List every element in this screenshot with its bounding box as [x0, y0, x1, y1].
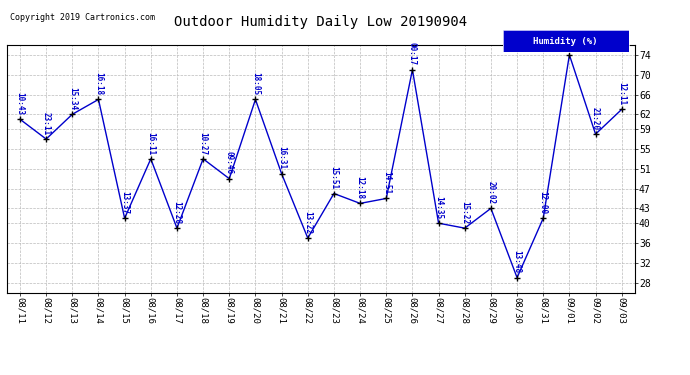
Text: 09:46: 09:46 [225, 152, 234, 174]
Text: 21:20: 21:20 [591, 107, 600, 130]
Text: 16:31: 16:31 [277, 146, 286, 170]
Text: 12:00: 12:00 [539, 191, 548, 214]
Text: 18:05: 18:05 [251, 72, 260, 95]
Text: 14:35: 14:35 [434, 196, 443, 219]
Text: 15:34: 15:34 [68, 87, 77, 110]
Text: 13:37: 13:37 [120, 191, 129, 214]
Text: 12:18: 12:18 [355, 176, 364, 199]
Text: 16:18: 16:18 [94, 72, 103, 95]
Text: 15:51: 15:51 [329, 166, 338, 189]
Text: 00:17: 00:17 [408, 42, 417, 66]
Text: 12:11: 12:11 [618, 82, 627, 105]
Text: 14:51: 14:51 [382, 171, 391, 194]
Text: 10:43: 10:43 [15, 92, 24, 115]
Text: 10:27: 10:27 [199, 132, 208, 154]
Text: 13:22: 13:22 [304, 211, 313, 234]
Text: 15:22: 15:22 [460, 201, 469, 224]
Text: Copyright 2019 Cartronics.com: Copyright 2019 Cartronics.com [10, 13, 155, 22]
Text: 13:48: 13:48 [513, 251, 522, 273]
Text: 20:02: 20:02 [486, 181, 495, 204]
Title: Outdoor Humidity Daily Low 20190904: Outdoor Humidity Daily Low 20190904 [175, 15, 467, 29]
Text: 23:11: 23:11 [41, 112, 50, 135]
Text: 16:11: 16:11 [146, 132, 155, 154]
Text: 12:28: 12:28 [172, 201, 181, 224]
